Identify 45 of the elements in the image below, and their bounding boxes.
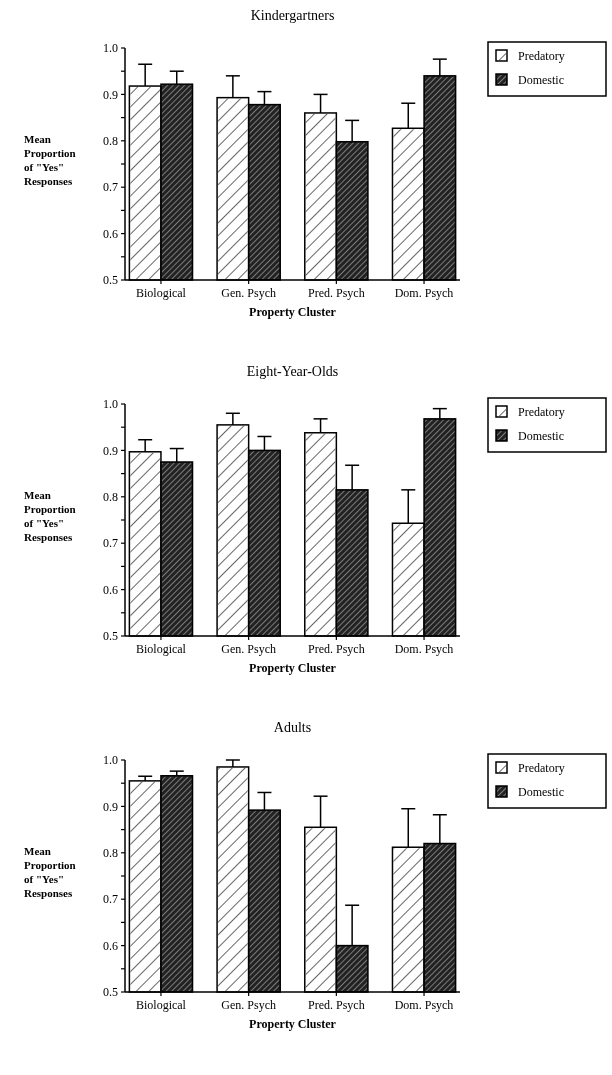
x-tick-label: Dom. Psych bbox=[394, 998, 454, 1012]
y-tick-label: 0.6 bbox=[103, 938, 118, 953]
y-tick-label: 0.8 bbox=[103, 846, 118, 860]
chart-title: Eight-Year-Olds bbox=[246, 364, 339, 379]
x-axis-title: Property Cluster bbox=[249, 305, 337, 319]
y-tick-label: 1.0 bbox=[103, 397, 118, 412]
x-tick-label: Pred. Psych bbox=[308, 642, 365, 656]
legend-label: Domestic bbox=[518, 429, 564, 443]
legend-label: Domestic bbox=[518, 785, 564, 799]
y-tick-label: 0.5 bbox=[103, 273, 118, 288]
y-tick-label: 0.5 bbox=[103, 985, 118, 1000]
x-tick-label: Pred. Psych bbox=[308, 286, 365, 300]
y-tick-label: 1.0 bbox=[103, 753, 118, 768]
y-axis-title: Mean Proportion of "Yes" Responses bbox=[24, 845, 76, 899]
legend-label: Predatory bbox=[518, 405, 565, 419]
y-tick-label: 0.7 bbox=[103, 180, 118, 195]
x-tick-label: Gen. Psych bbox=[221, 286, 276, 300]
x-tick-label: Dom. Psych bbox=[394, 642, 454, 656]
y-tick-label: 0.6 bbox=[103, 226, 118, 241]
x-axis-title: Property Cluster bbox=[249, 1017, 337, 1031]
legend-label: Predatory bbox=[518, 49, 565, 63]
x-tick-label: Dom. Psych bbox=[394, 286, 454, 300]
x-tick-label: Pred. Psych bbox=[308, 998, 365, 1012]
y-tick-label: 0.9 bbox=[103, 799, 118, 814]
y-axis-title: Mean Proportion of "Yes" Responses bbox=[24, 133, 76, 187]
y-tick-label: 0.7 bbox=[103, 892, 118, 907]
y-tick-label: 0.8 bbox=[103, 134, 118, 148]
y-tick-label: 0.9 bbox=[103, 443, 118, 458]
x-tick-label: Gen. Psych bbox=[221, 998, 276, 1012]
chart-title: Adults bbox=[273, 720, 312, 735]
y-tick-label: 0.6 bbox=[103, 582, 118, 597]
y-tick-label: 0.7 bbox=[103, 536, 118, 551]
chart-title: Kindergartners bbox=[250, 8, 335, 23]
x-tick-label: Biological bbox=[135, 642, 187, 656]
y-tick-label: 0.9 bbox=[103, 87, 118, 102]
y-tick-label: 0.8 bbox=[103, 490, 118, 504]
x-tick-label: Biological bbox=[135, 286, 187, 300]
y-tick-label: 0.5 bbox=[103, 629, 118, 644]
legend-label: Domestic bbox=[518, 73, 564, 87]
x-tick-label: Gen. Psych bbox=[221, 642, 276, 656]
x-axis-title: Property Cluster bbox=[249, 661, 337, 675]
y-axis-title: Mean Proportion of "Yes" Responses bbox=[24, 489, 76, 543]
legend-label: Predatory bbox=[518, 761, 565, 775]
x-tick-label: Biological bbox=[135, 998, 187, 1012]
y-tick-label: 1.0 bbox=[103, 41, 118, 56]
